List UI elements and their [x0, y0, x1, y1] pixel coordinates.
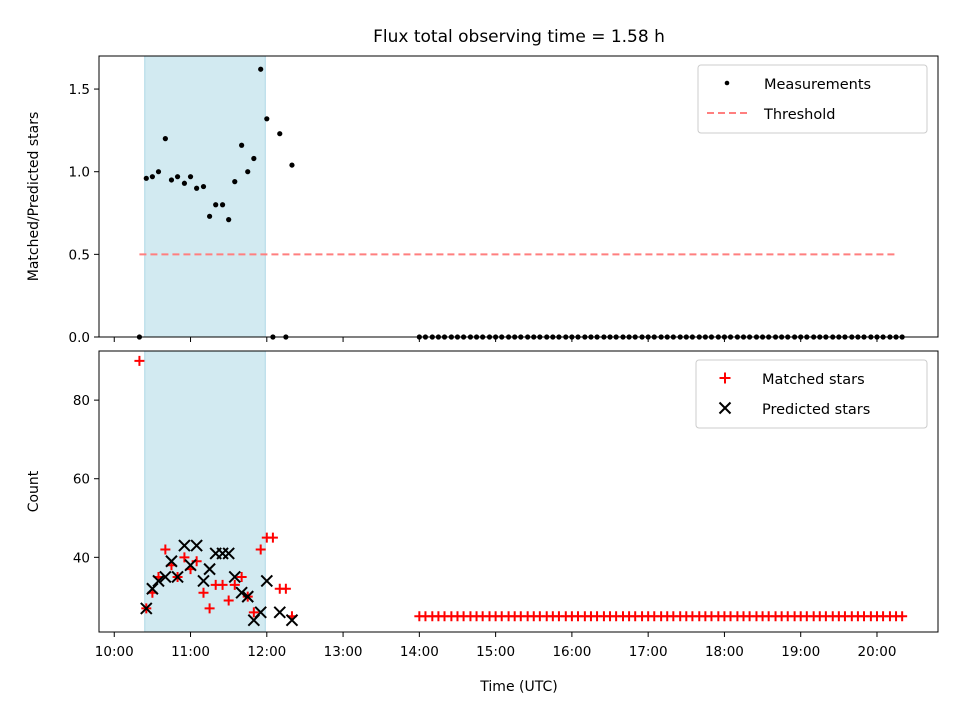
y-axis-label: Count: [26, 470, 42, 512]
data-point: [149, 174, 155, 180]
observing-window-band: [144, 350, 266, 633]
x-tick-label: 20:00: [858, 644, 897, 660]
predicted-marker: [197, 574, 210, 588]
x-tick-label: 19:00: [781, 644, 820, 660]
x-tick-label: 10:00: [95, 644, 134, 660]
matched-marker: [267, 532, 278, 543]
legend-label: Measurements: [764, 77, 871, 93]
matched-marker: [160, 544, 171, 555]
data-point: [162, 136, 168, 142]
x-tick-label: 15:00: [476, 644, 515, 660]
predicted-marker: [178, 539, 191, 552]
predicted-marker: [241, 590, 254, 603]
predicted-marker: [222, 547, 235, 560]
data-point: [289, 162, 295, 168]
legend: Matched stars Predicted stars: [695, 359, 928, 429]
x-tick-label: 18:00: [705, 644, 744, 660]
matched-marker: [255, 544, 266, 555]
x-tick-label: 11:00: [171, 644, 210, 660]
legend-marker: [718, 401, 732, 415]
data-point: [219, 202, 226, 208]
data-point: [174, 174, 181, 180]
legend-marker: [724, 80, 730, 86]
data-point: [245, 169, 251, 175]
x-tick-label: 16:00: [552, 644, 591, 660]
data-point: [226, 217, 232, 223]
data-point: [277, 131, 283, 137]
axes-frame: [98, 55, 939, 338]
matched-marker: [248, 607, 259, 618]
legend-marker: [719, 372, 731, 384]
observing-window-band: [144, 55, 266, 338]
predicted-marker: [235, 586, 248, 599]
x-axis-label: Time (UTC): [479, 679, 557, 695]
chart-title: Flux total observing time = 1.58 h: [373, 27, 665, 47]
data-point: [232, 179, 238, 185]
predicted-marker: [190, 539, 203, 552]
legend-box: [695, 359, 928, 429]
y-tick-label: 60: [73, 472, 90, 488]
legend-label: Predicted stars: [762, 402, 870, 418]
predicted-marker: [140, 602, 153, 615]
data-point: [264, 116, 270, 122]
predicted-marker: [228, 570, 241, 584]
y-tick-label: 40: [73, 550, 90, 566]
data-point: [239, 142, 245, 148]
y-tick-label: 1.0: [69, 165, 90, 181]
matched-marker: [179, 552, 190, 563]
legend: Measurements Threshold: [697, 64, 928, 134]
x-tick-label: 17:00: [629, 644, 668, 660]
predicted-marker: [146, 582, 159, 595]
matched-marker: [280, 583, 291, 594]
y-tick-label: 1.5: [69, 82, 90, 98]
data-point: [200, 183, 207, 190]
legend-box: [697, 64, 928, 134]
predicted-marker: [184, 558, 197, 572]
data-point: [187, 174, 194, 180]
matched-marker: [134, 355, 145, 366]
data-point: [155, 169, 162, 175]
series-matched-stars: [134, 355, 908, 622]
matched-marker: [236, 571, 247, 582]
data-point: [213, 202, 219, 208]
y-tick-label: 80: [73, 393, 90, 409]
x-tick-label: 13:00: [324, 644, 363, 660]
legend-label: Matched stars: [762, 372, 865, 388]
data-point: [258, 66, 264, 72]
y-tick-label: 0.5: [69, 247, 90, 263]
predicted-marker: [171, 570, 184, 584]
data-point: [206, 213, 213, 219]
data-point: [143, 175, 149, 181]
predicted-marker: [159, 570, 172, 584]
matched-marker: [897, 611, 908, 622]
y-tick-label: 0.0: [69, 330, 90, 346]
panel-ratio: 0.0 0.5 1.0 1.5 Matched/Predicted stars Measu…: [26, 55, 939, 346]
predicted-marker: [285, 614, 299, 627]
data-point: [194, 185, 200, 191]
panel-count: 40 60 80 10:00 11:00 12:00 13:00 14:00 15:00 16:0…: [26, 350, 939, 660]
axes-frame: [98, 350, 939, 633]
predicted-marker: [260, 574, 274, 588]
series-predicted-stars: [140, 539, 299, 627]
data-point: [251, 155, 257, 162]
matched-marker: [223, 595, 234, 606]
predicted-marker: [165, 555, 178, 568]
data-point: [181, 180, 188, 186]
matched-marker: [217, 579, 228, 590]
matched-marker: [229, 579, 240, 590]
matched-marker: [204, 603, 215, 614]
predicted-marker: [273, 606, 286, 619]
predicted-marker: [203, 562, 216, 576]
data-point: [168, 177, 175, 183]
y-axis-label: Matched/Predicted stars: [26, 112, 42, 282]
matched-marker: [198, 587, 209, 598]
predicted-marker: [254, 606, 267, 619]
predicted-marker: [152, 574, 165, 588]
legend-label: Threshold: [763, 107, 835, 123]
x-tick-label: 14:00: [400, 644, 439, 660]
x-tick-label: 12:00: [247, 644, 286, 660]
